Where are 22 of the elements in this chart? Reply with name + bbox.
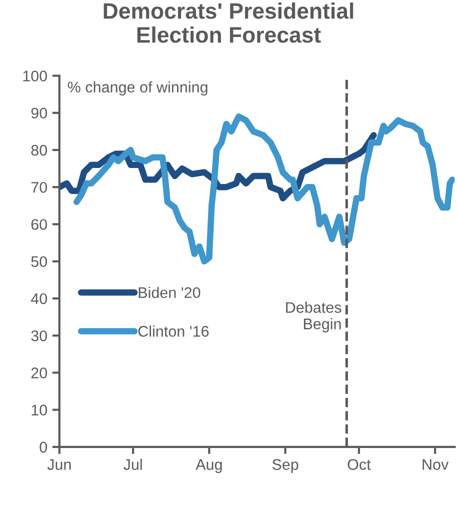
y-tick-label: 40 <box>30 293 48 304</box>
x-tick-label: Jul <box>124 458 142 470</box>
y-tick-label: 80 <box>31 144 48 156</box>
y-tick-label: 0 <box>40 442 48 453</box>
x-tick-label: Jun <box>47 459 71 470</box>
x-tick-label: Aug <box>196 459 222 473</box>
ref-line-label: Debates Begin <box>286 302 342 332</box>
x-tick-label: Oct <box>348 459 371 470</box>
y-tick-label: 20 <box>31 368 48 378</box>
x-tick-label: Sep <box>272 459 298 473</box>
y-tick-label: 10 <box>32 404 48 416</box>
y-tick-label: 30 <box>31 330 48 342</box>
y-tick-label: 70 <box>31 182 48 193</box>
legend-label: Clinton '16 <box>138 326 209 337</box>
x-tick-label: Nov <box>422 459 449 470</box>
y-tick-label: 100 <box>23 70 48 82</box>
y-axis-title: % change of winning <box>68 81 208 96</box>
y-tick-label: 90 <box>31 108 48 119</box>
chart-title: Democrats' Presidential Election Forecast <box>104 2 354 43</box>
legend-label: Biden '20 <box>138 286 200 298</box>
y-tick-label: 50 <box>31 256 48 268</box>
y-tick-label: 60 <box>31 219 48 230</box>
